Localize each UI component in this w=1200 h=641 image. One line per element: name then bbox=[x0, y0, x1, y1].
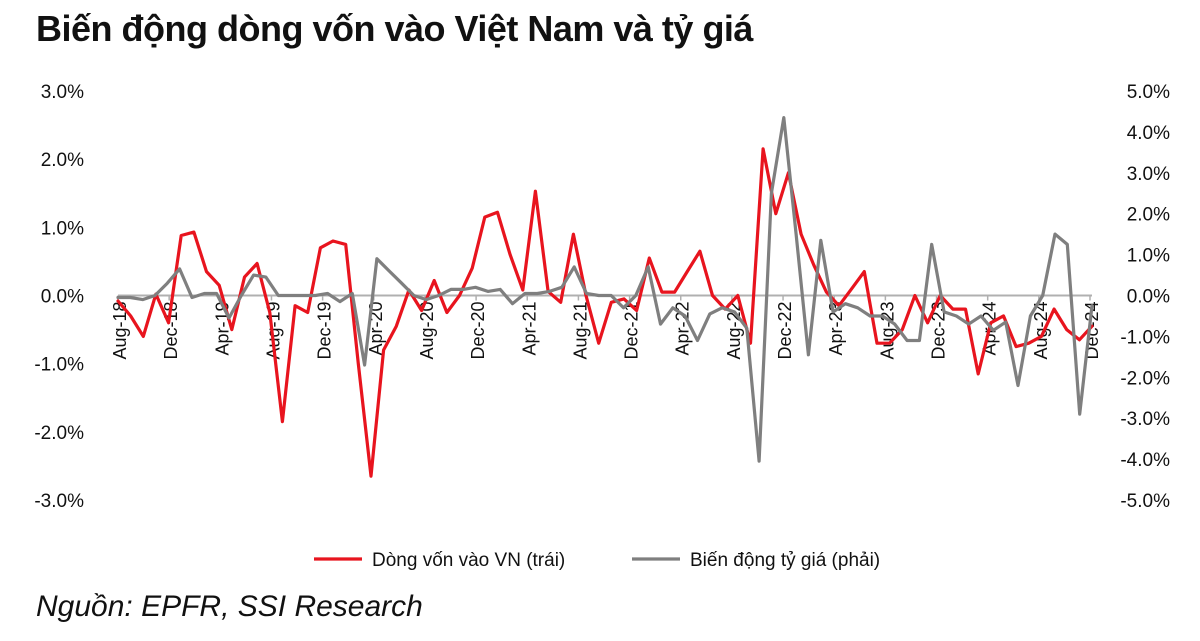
right-axis-tick-label: 3.0% bbox=[1127, 164, 1170, 185]
right-axis-tick-label: 2.0% bbox=[1127, 205, 1170, 226]
left-axis-tick-label: 0.0% bbox=[41, 287, 84, 308]
x-axis-tick-label: Dec-23 bbox=[929, 302, 949, 360]
x-axis-tick-label: Aug-18 bbox=[110, 302, 130, 360]
x-axis-tick-label: Aug-23 bbox=[877, 302, 897, 360]
right-axis-tick-label: 4.0% bbox=[1127, 123, 1170, 144]
left-axis-tick-label: -2.0% bbox=[34, 423, 84, 444]
right-axis-tick-label: -1.0% bbox=[1120, 327, 1170, 348]
legend-label-0: Dòng vốn vào VN (trái) bbox=[372, 550, 565, 571]
legend: Dòng vốn vào VN (trái) Biến động tỷ giá (… bbox=[314, 550, 880, 571]
right-axis-tick-label: 5.0% bbox=[1127, 82, 1170, 103]
series-line-0 bbox=[116, 147, 1094, 478]
x-axis: Aug-18 Dec-18 Apr-19 Aug-19 Dec-19 Apr-20 Aug-… bbox=[110, 295, 1102, 360]
left-axis-tick-label: 1.0% bbox=[41, 218, 84, 239]
x-axis-tick-label: Aug-20 bbox=[417, 302, 437, 360]
right-axis-tick-label: -5.0% bbox=[1120, 491, 1170, 512]
x-axis-tick-label: Dec-21 bbox=[622, 302, 642, 360]
right-axis-tick-label: 0.0% bbox=[1127, 287, 1170, 308]
x-axis-tick-label: Dec-19 bbox=[315, 302, 335, 360]
right-axis-tick-label: -4.0% bbox=[1120, 450, 1170, 471]
x-axis-tick-label: Apr-21 bbox=[519, 302, 539, 356]
x-axis-tick-label: Apr-22 bbox=[673, 302, 693, 356]
left-axis: 3.0% 2.0% 1.0% 0.0% -1.0% -2.0% -3.0% bbox=[34, 82, 84, 512]
series-line-1 bbox=[116, 115, 1094, 463]
chart-title: Biến động dòng vốn vào Việt Nam và tỷ gi… bbox=[36, 8, 753, 49]
right-axis-tick-label: -3.0% bbox=[1120, 409, 1170, 430]
x-axis-tick-label: Dec-22 bbox=[775, 302, 795, 360]
x-axis-tick-label: Apr-19 bbox=[212, 302, 232, 356]
left-axis-tick-label: 2.0% bbox=[41, 150, 84, 171]
x-axis-tick-label: Apr-23 bbox=[826, 302, 846, 356]
left-axis-tick-label: -3.0% bbox=[34, 491, 84, 512]
left-axis-tick-label: 3.0% bbox=[41, 82, 84, 103]
x-axis-tick-label: Dec-20 bbox=[468, 301, 488, 359]
series-group bbox=[116, 115, 1094, 478]
right-axis-tick-label: -2.0% bbox=[1120, 368, 1170, 389]
source-note: Nguồn: EPFR, SSI Research bbox=[36, 590, 423, 623]
x-axis-tick-label: Aug-24 bbox=[1031, 302, 1051, 360]
chart-canvas: 3.0% 2.0% 1.0% 0.0% -1.0% -2.0% -3.0% 5.0% 4.0%… bbox=[34, 82, 1170, 571]
right-axis-tick-label: 1.0% bbox=[1127, 246, 1170, 267]
legend-label-1: Biến động tỷ giá (phải) bbox=[690, 550, 880, 571]
right-axis: 5.0% 4.0% 3.0% 2.0% 1.0% 0.0% -1.0% -2.0% -3.0% -… bbox=[1120, 82, 1170, 512]
x-axis-tick-label: Aug-21 bbox=[570, 302, 590, 360]
left-axis-tick-label: -1.0% bbox=[34, 355, 84, 376]
